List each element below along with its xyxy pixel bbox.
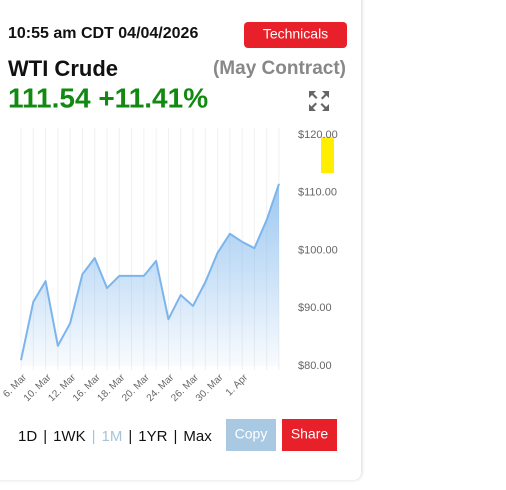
contract: (May Contract) [213, 58, 346, 79]
range-selector: 1D | 1WK | 1M | 1YR | Max [18, 428, 212, 445]
separator: | [128, 428, 132, 445]
technicals-label[interactable]: Technicals [263, 26, 328, 42]
separator: | [92, 428, 96, 445]
y-tick-label: $110.00 [298, 187, 337, 199]
separator: | [173, 428, 177, 445]
technicals-button[interactable] [244, 22, 347, 48]
range-option[interactable]: Max [183, 428, 212, 445]
y-tick-label: $80.00 [298, 360, 332, 372]
range-option[interactable]: 1M [102, 428, 123, 445]
y-tick-label: $120.00 [298, 129, 338, 141]
highlight [321, 137, 334, 173]
price-line [20, 183, 280, 361]
range-option[interactable]: 1WK [53, 428, 86, 445]
range-option[interactable]: 1YR [138, 428, 167, 445]
area-fill [21, 183, 279, 366]
timestamp: 10:55 am CDT 04/04/2026 [8, 25, 198, 42]
y-tick-label: $100.00 [298, 244, 338, 256]
share-button[interactable] [282, 419, 337, 451]
y-tick-label: $90.00 [298, 302, 332, 314]
copy-button[interactable] [226, 419, 276, 451]
price-change: 111.54 +11.41% [8, 82, 208, 113]
range-option[interactable]: 1D [18, 428, 37, 445]
expand-icon[interactable] [309, 91, 329, 111]
share-label[interactable]: Share [291, 426, 329, 442]
separator: | [43, 428, 47, 445]
copy-label[interactable]: Copy [235, 426, 268, 442]
instrument-name: WTI Crude [8, 56, 118, 81]
